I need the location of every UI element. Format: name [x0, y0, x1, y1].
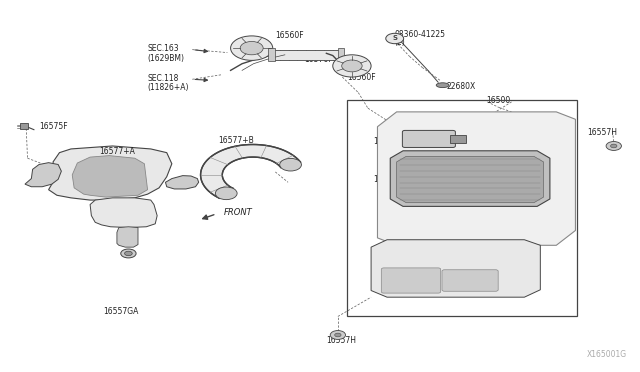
Text: SEC.118: SEC.118 — [148, 74, 179, 83]
Bar — [273, 49, 339, 60]
Bar — [450, 135, 466, 143]
Polygon shape — [371, 240, 540, 297]
Circle shape — [240, 41, 263, 55]
Polygon shape — [166, 176, 198, 189]
Text: FRONT: FRONT — [224, 208, 253, 217]
Circle shape — [330, 331, 346, 339]
FancyBboxPatch shape — [442, 270, 498, 291]
Text: 16560F: 16560F — [275, 31, 304, 41]
Circle shape — [606, 141, 621, 150]
Text: 16575F: 16575F — [39, 122, 68, 131]
Text: 16526: 16526 — [373, 137, 397, 146]
Text: 16557H: 16557H — [587, 128, 617, 137]
Polygon shape — [49, 146, 172, 200]
Text: 16557GA: 16557GA — [103, 307, 138, 316]
Text: 16528: 16528 — [486, 250, 510, 259]
Circle shape — [342, 60, 362, 72]
Polygon shape — [378, 112, 575, 245]
Polygon shape — [397, 156, 543, 203]
Text: 16557H: 16557H — [326, 336, 356, 346]
Polygon shape — [117, 227, 138, 247]
Text: 16560F: 16560F — [348, 73, 376, 82]
Text: 16577+B: 16577+B — [218, 136, 253, 145]
Text: (1629BM): (1629BM) — [148, 54, 184, 62]
Circle shape — [125, 251, 132, 256]
Text: SEC.163: SEC.163 — [148, 44, 179, 53]
Text: 16577+A: 16577+A — [100, 147, 136, 156]
Bar — [348, 100, 577, 317]
Bar — [338, 48, 344, 61]
Circle shape — [333, 55, 371, 77]
Circle shape — [121, 249, 136, 258]
Text: 22680X: 22680X — [447, 82, 476, 91]
Polygon shape — [90, 198, 157, 228]
FancyBboxPatch shape — [403, 131, 456, 147]
Bar — [20, 124, 28, 129]
Text: 16576P: 16576P — [304, 55, 333, 64]
FancyBboxPatch shape — [381, 268, 441, 293]
Text: S: S — [392, 35, 397, 42]
Circle shape — [216, 187, 237, 200]
Text: 08360-41225: 08360-41225 — [395, 29, 445, 39]
Text: (11826+A): (11826+A) — [148, 83, 189, 92]
Text: 16546: 16546 — [373, 175, 397, 184]
Polygon shape — [200, 144, 300, 198]
Ellipse shape — [436, 83, 449, 87]
Text: X165001G: X165001G — [586, 350, 627, 359]
Circle shape — [230, 36, 273, 60]
Polygon shape — [25, 163, 61, 187]
Text: (2): (2) — [395, 38, 406, 47]
Circle shape — [335, 333, 341, 337]
Polygon shape — [72, 155, 148, 197]
Circle shape — [611, 144, 617, 148]
Bar — [268, 48, 275, 61]
Circle shape — [280, 158, 301, 171]
Text: 16500: 16500 — [486, 96, 510, 105]
Circle shape — [386, 33, 404, 44]
Polygon shape — [390, 151, 550, 206]
